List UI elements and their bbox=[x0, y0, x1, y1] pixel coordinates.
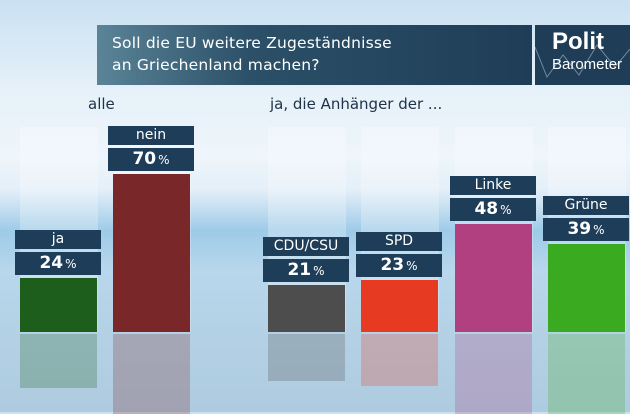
percent-sign: % bbox=[313, 264, 325, 278]
percent-sign: % bbox=[158, 153, 170, 167]
percent-sign: % bbox=[500, 203, 512, 217]
value-label-linke: 48% bbox=[450, 198, 536, 221]
politbarometer-logo: Polit Barometer bbox=[535, 25, 630, 85]
category-label-gr-ne: Grüne bbox=[543, 196, 629, 215]
logo-line-1: Polit bbox=[552, 28, 604, 55]
value-number: 21 bbox=[287, 260, 312, 280]
bar-cdu-csu bbox=[268, 285, 345, 332]
category-label-spd: SPD bbox=[356, 232, 442, 251]
bar-ja bbox=[20, 278, 97, 332]
category-label-linke: Linke bbox=[450, 176, 536, 195]
value-label-nein: 70% bbox=[108, 148, 194, 171]
question-text: Soll die EU weitere Zugeständnisse an Gr… bbox=[112, 32, 392, 76]
percent-sign: % bbox=[593, 223, 605, 237]
bar-reflection-spd bbox=[361, 334, 438, 386]
value-label-spd: 23% bbox=[356, 254, 442, 277]
value-number: 24 bbox=[39, 253, 64, 273]
bar-spd bbox=[361, 280, 438, 332]
percent-sign: % bbox=[65, 257, 77, 271]
category-label-nein: nein bbox=[108, 126, 194, 145]
value-label-gr-ne: 39% bbox=[543, 218, 629, 241]
bar-reflection-cdu-csu bbox=[268, 334, 345, 381]
question-line-1: Soll die EU weitere Zugeständnisse bbox=[112, 34, 392, 52]
value-number: 39 bbox=[567, 219, 592, 239]
group-label-supporters: ja, die Anhänger der ... bbox=[270, 95, 443, 113]
logo-line-2: Barometer bbox=[552, 56, 623, 73]
category-label-cdu-csu: CDU/CSU bbox=[263, 237, 349, 256]
value-number: 70 bbox=[132, 149, 157, 169]
group-label-all: alle bbox=[88, 95, 115, 113]
bar-gr-ne bbox=[548, 244, 625, 332]
category-label-ja: ja bbox=[15, 230, 101, 249]
question-header: Soll die EU weitere Zugeständnisse an Gr… bbox=[97, 25, 532, 85]
logo-zigzag-icon bbox=[535, 44, 630, 79]
bar-reflection-gr-ne bbox=[548, 334, 625, 414]
value-label-ja: 24% bbox=[15, 252, 101, 275]
question-line-2: an Griechenland machen? bbox=[112, 56, 320, 74]
percent-sign: % bbox=[406, 259, 418, 273]
bar-reflection-ja bbox=[20, 334, 97, 388]
value-number: 23 bbox=[380, 255, 405, 275]
bar-reflection-nein bbox=[113, 334, 190, 414]
bar-reflection-linke bbox=[455, 334, 532, 414]
bar-linke bbox=[455, 224, 532, 332]
value-label-cdu-csu: 21% bbox=[263, 259, 349, 282]
bar-nein bbox=[113, 174, 190, 332]
value-number: 48 bbox=[474, 199, 499, 219]
